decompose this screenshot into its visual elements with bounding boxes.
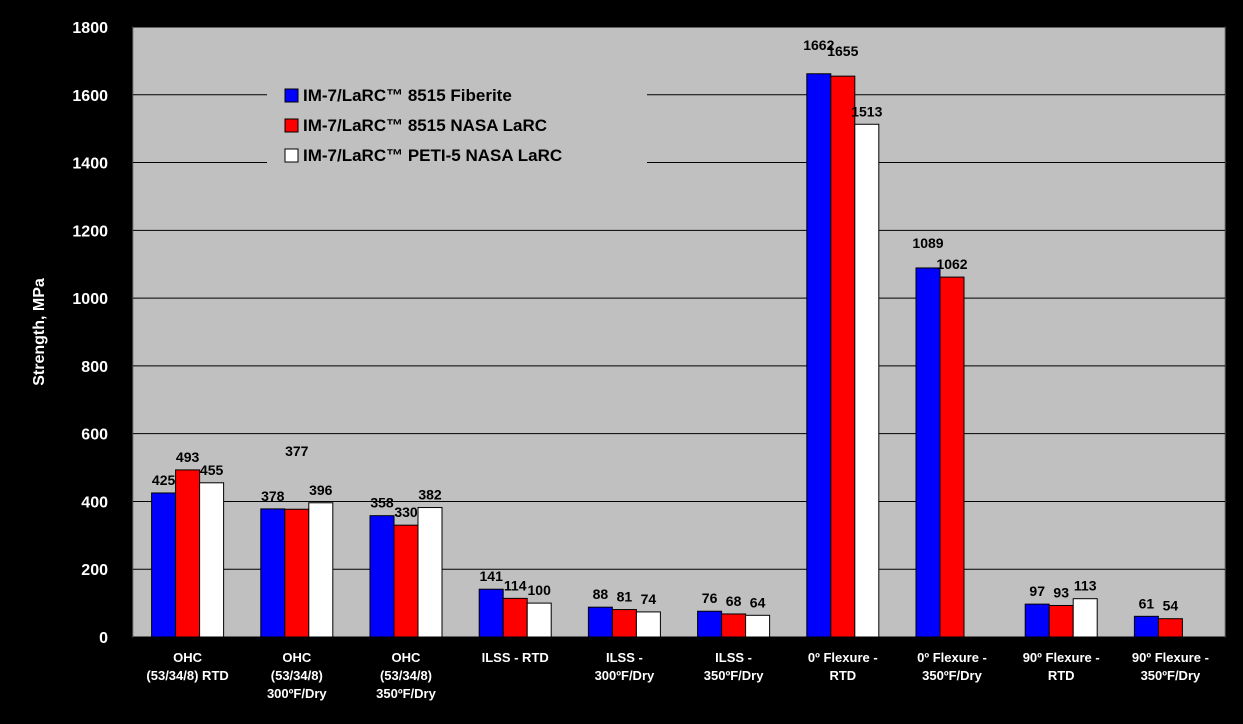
y-tick-label: 800 [81, 359, 108, 376]
bar [1157, 618, 1183, 638]
bar [745, 614, 771, 638]
data-label: 93 [1053, 584, 1069, 600]
data-label: 382 [418, 487, 442, 503]
bar [308, 502, 334, 638]
y-tick-label: 1200 [72, 223, 108, 240]
bar [1024, 603, 1050, 638]
legend-swatch [284, 88, 299, 103]
bar [854, 123, 880, 638]
x-tick-label: 300ºF/Dry [595, 668, 655, 683]
x-tick-label: 90º Flexure - [1132, 650, 1209, 665]
bar [151, 492, 177, 638]
x-tick-label: RTD [829, 668, 856, 683]
x-tick-label: 90º Flexure - [1023, 650, 1100, 665]
y-tick-label: 1400 [72, 156, 108, 173]
data-label: 100 [528, 582, 552, 598]
data-label: 378 [261, 488, 285, 504]
bar [478, 588, 504, 638]
x-tick-label: OHC [282, 650, 312, 665]
data-label: 330 [394, 504, 418, 520]
data-label: 81 [617, 589, 633, 605]
bar [611, 609, 637, 638]
legend-box [267, 64, 647, 190]
bar [284, 508, 310, 638]
data-label: 97 [1029, 583, 1045, 599]
bar [635, 611, 661, 638]
legend-swatch [284, 118, 299, 133]
data-label: 425 [152, 472, 176, 488]
data-label: 68 [726, 593, 742, 609]
bar [417, 507, 443, 638]
bar [1072, 598, 1098, 638]
data-label: 88 [593, 586, 609, 602]
y-tick-label: 400 [81, 494, 108, 511]
data-label: 61 [1139, 595, 1155, 611]
bar [369, 515, 395, 638]
y-tick-label: 1800 [72, 20, 108, 37]
x-tick-label: (53/34/8) RTD [146, 668, 228, 683]
data-label: 74 [641, 591, 657, 607]
data-label: 455 [200, 462, 224, 478]
data-label: 377 [285, 443, 309, 459]
y-tick-label: 600 [81, 427, 108, 444]
x-tick-label: 300ºF/Dry [267, 686, 327, 701]
legend-label: IM-7/LaRC™ PETI-5 NASA LaRC [303, 146, 562, 165]
data-label: 54 [1163, 598, 1179, 614]
bar [830, 75, 856, 638]
x-tick-label: 350ºF/Dry [704, 668, 764, 683]
x-tick-label: OHC [392, 650, 422, 665]
data-label: 493 [176, 449, 200, 465]
x-tick-label: ILSS - [715, 650, 752, 665]
data-label: 358 [370, 495, 394, 511]
data-label: 114 [504, 577, 527, 593]
data-label: 1662 [803, 37, 834, 53]
y-tick-label: 200 [81, 562, 108, 579]
data-label: 396 [309, 482, 333, 498]
y-tick-label: 0 [99, 630, 108, 647]
bar [697, 610, 723, 638]
bar [806, 73, 832, 638]
bar [393, 524, 419, 638]
data-label: 1655 [827, 43, 858, 59]
bar [915, 267, 941, 638]
legend-label: IM-7/LaRC™ 8515 Fiberite [303, 86, 512, 105]
data-label: 1513 [851, 103, 882, 119]
y-axis-title: Strength, MPa [31, 278, 48, 386]
bar [175, 469, 201, 638]
data-label: 1089 [912, 235, 943, 251]
legend-label: IM-7/LaRC™ 8515 NASA LaRC [303, 116, 547, 135]
data-label: 1062 [936, 256, 967, 272]
x-tick-label: 350ºF/Dry [922, 668, 982, 683]
x-tick-label: ILSS - RTD [482, 650, 549, 665]
x-tick-label: (53/34/8) [380, 668, 432, 683]
data-label: 64 [750, 594, 766, 610]
x-tick-label: (53/34/8) [271, 668, 323, 683]
y-tick-label: 1600 [72, 88, 108, 105]
data-label: 113 [1074, 578, 1097, 594]
legend-swatch [284, 148, 299, 163]
bar [526, 602, 552, 638]
bar [939, 276, 965, 638]
x-tick-label: 350ºF/Dry [376, 686, 436, 701]
bar [1048, 604, 1074, 638]
x-tick-label: 350ºF/Dry [1141, 668, 1201, 683]
bar [587, 606, 613, 638]
bar [502, 597, 528, 638]
x-tick-label: 0º Flexure - [808, 650, 878, 665]
bar [199, 482, 225, 638]
x-tick-label: ILSS - [606, 650, 643, 665]
y-tick-label: 1000 [72, 291, 108, 308]
x-tick-label: OHC [173, 650, 203, 665]
data-label: 141 [480, 568, 504, 584]
bar [1133, 615, 1159, 638]
data-label: 76 [702, 590, 718, 606]
bar [721, 613, 747, 638]
x-tick-label: RTD [1048, 668, 1075, 683]
x-tick-label: 0º Flexure - [917, 650, 987, 665]
bar [260, 508, 286, 638]
